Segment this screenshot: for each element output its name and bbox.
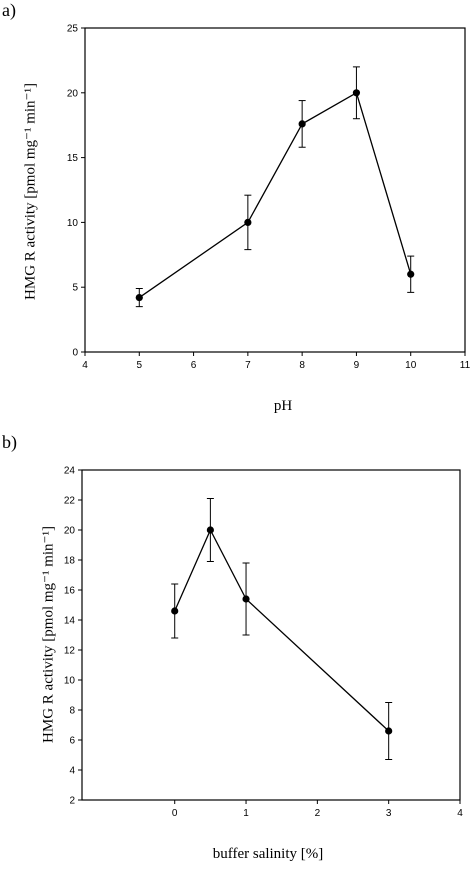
panel-a-data-point — [352, 89, 361, 97]
panel-b-y-tick-label: 20 — [64, 526, 76, 537]
panel-a-y-tick-label: 15 — [67, 153, 79, 164]
panel-b-y-tick-label: 12 — [64, 646, 76, 657]
panel-b-data-point — [206, 526, 214, 534]
panel-a-x-tick-label: 10 — [405, 360, 417, 371]
panel-a-x-tick-label: 5 — [137, 360, 143, 371]
panel-b-data-point — [242, 595, 250, 603]
panel-b-x-axis-label: buffer salinity [%] — [212, 846, 324, 862]
panel-b-label: b) — [2, 432, 17, 452]
panel-b-series-line — [174, 528, 390, 732]
panel-a-x-tick-label: 11 — [460, 360, 471, 371]
panel-b-x-tick-label: 2 — [315, 808, 321, 819]
panel-a-plot-frame — [84, 27, 466, 353]
panel-b-y-tick-label: 16 — [64, 586, 76, 597]
panel-a-y-tick-label: 0 — [72, 348, 78, 359]
panel-a-label: a) — [2, 0, 16, 20]
panel-a-x-tick-label: 7 — [245, 360, 251, 371]
panel-b-x-tick-label: 3 — [386, 808, 392, 819]
panel-b-y-tick-label: 10 — [64, 676, 76, 687]
panel-a-series-line — [138, 91, 412, 299]
panel-a-x-tick-label: 8 — [299, 360, 305, 371]
panel-b-plot-frame — [81, 469, 461, 801]
panel-a-x-tick-label: 6 — [191, 360, 197, 371]
panel-a-y-tick-label: 5 — [72, 283, 78, 294]
panel-a-y-tick-label: 10 — [67, 218, 79, 229]
panel-a-y-tick-label: 25 — [67, 24, 79, 35]
panel-b-y-tick-label: 2 — [69, 796, 75, 807]
panel-a-data-point — [244, 218, 252, 226]
panel-a-x-tick-label: 4 — [82, 360, 88, 371]
panel-b-y-tick-label: 8 — [69, 706, 75, 717]
panel-a-data-point — [407, 270, 415, 278]
panel-b-x-tick-label: 0 — [172, 808, 178, 819]
panel-b-data-point — [171, 607, 179, 615]
panel-a-x-tick-label: 9 — [354, 360, 360, 371]
panel-b-y-tick-label: 24 — [64, 466, 76, 477]
panel-b-y-tick-label: 14 — [64, 616, 76, 627]
panel-b-x-tick-label: 4 — [457, 808, 463, 819]
panel-b-y-tick-label: 18 — [64, 556, 76, 567]
panel-b-y-tick-label: 6 — [69, 736, 75, 747]
panel-a-data-point — [298, 120, 306, 128]
panel-b-y-tick-label: 22 — [64, 496, 76, 507]
panel-a-data-point — [135, 293, 143, 302]
panel-b-data-point — [385, 727, 393, 735]
panel-a-y-tick-label: 20 — [67, 88, 79, 99]
panel-a-x-axis-label: pH — [273, 398, 293, 414]
panel-b-y-tick-label: 4 — [69, 766, 75, 777]
panel-b-x-tick-label: 1 — [243, 808, 249, 819]
